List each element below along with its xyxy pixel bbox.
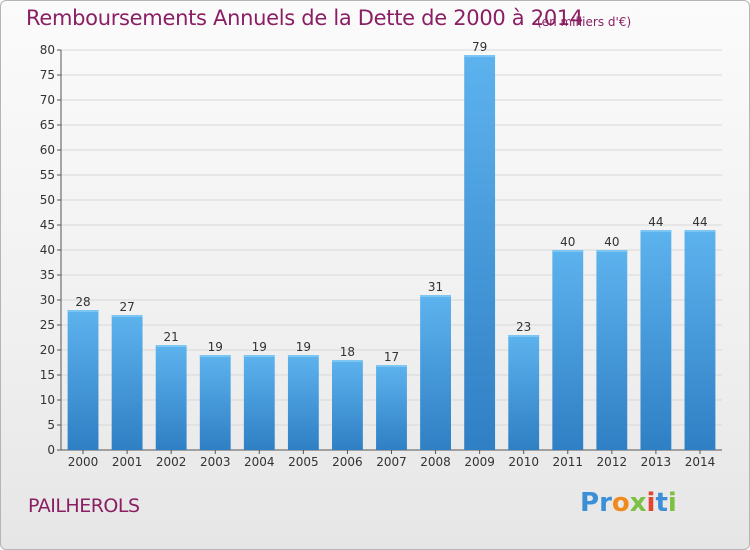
x-tick-label: 2010 xyxy=(508,455,539,469)
x-tick-label: 2014 xyxy=(685,455,716,469)
x-tick-label: 2001 xyxy=(112,455,143,469)
y-tick-label: 70 xyxy=(40,93,55,107)
labels: 0 5 10 15 20 25 30 35 40 45 50 55 60 65 70 75 80 28 2000 27… xyxy=(40,40,716,469)
bar-2007 xyxy=(376,365,407,450)
logo-letter: i xyxy=(646,488,656,518)
data-label: 79 xyxy=(472,40,487,54)
y-tick-label: 65 xyxy=(40,118,55,132)
x-tick-label: 2004 xyxy=(244,455,275,469)
logo-letter: o xyxy=(611,488,630,518)
bar-2002 xyxy=(155,345,187,450)
bar-2001 xyxy=(111,315,143,450)
y-tick-label: 60 xyxy=(40,143,55,157)
data-label: 44 xyxy=(692,215,707,229)
bar-top-2004 xyxy=(243,355,275,357)
x-tick-label: 2002 xyxy=(156,455,187,469)
data-label: 23 xyxy=(516,320,531,334)
x-tick-label: 2007 xyxy=(376,455,407,469)
logo-letter: x xyxy=(629,488,647,518)
bar-2014 xyxy=(684,230,716,450)
bar-top-2011 xyxy=(552,250,584,252)
data-label: 44 xyxy=(648,215,663,229)
y-tick-label: 25 xyxy=(40,318,55,332)
y-tick-label: 45 xyxy=(40,218,55,232)
data-label: 17 xyxy=(384,350,399,364)
y-tick-label: 40 xyxy=(40,243,55,257)
bar-top-2003 xyxy=(199,355,231,357)
data-label: 21 xyxy=(164,330,179,344)
y-tick-label: 20 xyxy=(40,343,55,357)
bar-top-2007 xyxy=(376,365,407,367)
commune-name: PAILHEROLS xyxy=(28,495,140,517)
bar-top-2002 xyxy=(155,345,187,347)
data-label: 19 xyxy=(296,340,311,354)
logo-letter: t xyxy=(655,488,668,518)
x-tick-label: 2012 xyxy=(597,455,628,469)
y-tick-label: 50 xyxy=(40,193,55,207)
y-tick-label: 35 xyxy=(40,268,55,282)
bar-top-2006 xyxy=(332,360,363,362)
bar-2004 xyxy=(243,355,275,450)
bar-2011 xyxy=(552,250,584,450)
x-tick-label: 2006 xyxy=(332,455,363,469)
bar-top-2000 xyxy=(67,310,99,312)
chart-unit: (en milliers d'€) xyxy=(537,15,632,29)
x-tick-label: 2008 xyxy=(420,455,451,469)
bar-2005 xyxy=(287,355,319,450)
bar-2003 xyxy=(199,355,231,450)
y-tick-label: 75 xyxy=(40,68,55,82)
x-tick-label: 2005 xyxy=(288,455,319,469)
bar-top-2014 xyxy=(684,230,716,232)
x-tick-label: 2009 xyxy=(464,455,495,469)
bar-2013 xyxy=(640,230,672,450)
data-label: 31 xyxy=(428,280,443,294)
bar-top-2009 xyxy=(464,55,496,57)
y-tick-label: 55 xyxy=(40,168,55,182)
y-tick-label: 0 xyxy=(47,443,55,457)
bar-2000 xyxy=(67,310,99,450)
data-label: 27 xyxy=(119,300,134,314)
bar-top-2001 xyxy=(111,315,143,317)
data-label: 40 xyxy=(604,235,619,249)
bar-2012 xyxy=(596,250,628,450)
chart-title: Remboursements Annuels de la Dette de 20… xyxy=(26,6,583,30)
data-label: 19 xyxy=(208,340,223,354)
bar-2009 xyxy=(464,55,496,450)
data-label: 18 xyxy=(340,345,355,359)
y-tick-label: 10 xyxy=(40,393,55,407)
y-tick-label: 30 xyxy=(40,293,55,307)
bar-top-2008 xyxy=(420,295,451,297)
y-tick-label: 80 xyxy=(40,43,55,57)
bar-top-2010 xyxy=(508,335,540,337)
bar-2008 xyxy=(420,295,451,450)
proxiti-logo: Proxiti xyxy=(580,488,677,518)
bar-2010 xyxy=(508,335,540,450)
bar-top-2005 xyxy=(287,355,319,357)
logo-letter: r xyxy=(599,488,612,518)
bars xyxy=(67,55,716,450)
x-tick-label: 2011 xyxy=(552,455,583,469)
data-label: 19 xyxy=(252,340,267,354)
x-tick-label: 2000 xyxy=(68,455,99,469)
bar-top-2013 xyxy=(640,230,672,232)
y-tick-label: 15 xyxy=(40,368,55,382)
x-tick-label: 2003 xyxy=(200,455,231,469)
x-tick-label: 2013 xyxy=(641,455,672,469)
y-tick-label: 5 xyxy=(47,418,55,432)
logo-letter: i xyxy=(667,488,677,518)
data-label: 28 xyxy=(75,295,90,309)
bar-top-2012 xyxy=(596,250,628,252)
bar-2006 xyxy=(332,360,363,450)
data-label: 40 xyxy=(560,235,575,249)
logo-letter: P xyxy=(580,488,600,518)
